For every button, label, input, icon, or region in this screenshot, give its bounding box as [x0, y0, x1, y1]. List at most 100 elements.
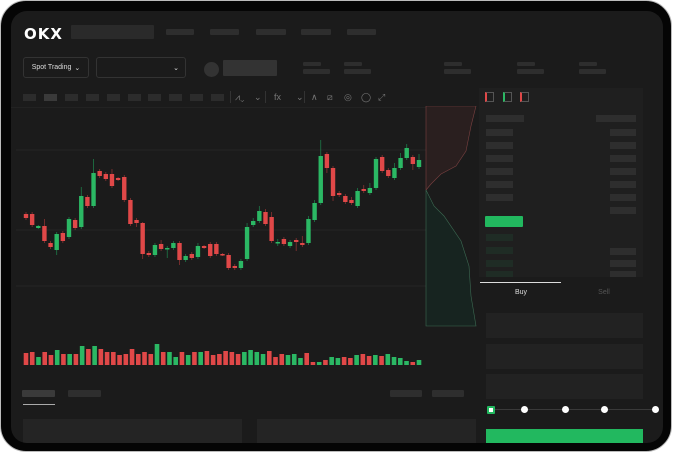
candle-body[interactable]: [189, 254, 194, 258]
candle-body[interactable]: [152, 245, 158, 255]
candle-body[interactable]: [220, 254, 225, 256]
candle-body[interactable]: [263, 212, 268, 224]
candle-body[interactable]: [300, 243, 305, 245]
buy-button[interactable]: [486, 429, 643, 443]
candle-body[interactable]: [251, 221, 256, 225]
candle-body[interactable]: [103, 174, 109, 179]
candle-body[interactable]: [281, 239, 287, 244]
candlestick-chart[interactable]: [11, 106, 479, 376]
candle-body[interactable]: [165, 248, 170, 250]
timeframe-button[interactable]: [169, 94, 182, 101]
candle-body[interactable]: [177, 243, 182, 260]
candle-body[interactable]: [140, 223, 145, 254]
candle-body[interactable]: [36, 226, 41, 228]
slider-step-100[interactable]: [652, 406, 659, 413]
candle-body[interactable]: [404, 148, 409, 158]
candle-body[interactable]: [134, 220, 139, 223]
nav-item[interactable]: [256, 29, 286, 35]
candle-body[interactable]: [269, 217, 274, 241]
bottom-tab-open-orders[interactable]: [22, 390, 55, 397]
leverage-slider-track[interactable]: [491, 409, 659, 410]
camera-icon[interactable]: ◎: [344, 92, 352, 102]
candle-body[interactable]: [336, 193, 342, 195]
candle-body[interactable]: [349, 200, 354, 203]
nav-item[interactable]: [210, 29, 239, 35]
ruler-icon[interactable]: ⧄: [327, 92, 333, 102]
candle-body[interactable]: [128, 200, 133, 224]
candle-body[interactable]: [60, 233, 66, 241]
candle-body[interactable]: [355, 191, 360, 206]
candle-body[interactable]: [287, 242, 293, 246]
candle-body[interactable]: [410, 157, 416, 164]
candle-body[interactable]: [208, 244, 213, 256]
candle-body[interactable]: [72, 220, 78, 228]
candle-body[interactable]: [275, 242, 280, 244]
bottom-tab-history[interactable]: [68, 390, 101, 397]
orderbook-view-bids-icon[interactable]: [503, 92, 512, 102]
orderbook-view-asks-icon[interactable]: [520, 92, 529, 102]
timeframe-button[interactable]: [44, 94, 57, 101]
candle-body[interactable]: [115, 178, 121, 180]
bottom-action[interactable]: [390, 390, 422, 397]
candle-body[interactable]: [392, 168, 397, 178]
candle-body[interactable]: [257, 211, 262, 221]
candle-body[interactable]: [379, 157, 385, 171]
candle-body[interactable]: [48, 243, 53, 247]
leverage-slider-handle[interactable]: [487, 406, 495, 414]
candle-body[interactable]: [232, 266, 237, 268]
candle-body[interactable]: [201, 246, 207, 248]
candle-body[interactable]: [416, 160, 422, 167]
timeframe-button[interactable]: [86, 94, 99, 101]
candle-body[interactable]: [54, 234, 59, 250]
candle-body[interactable]: [312, 203, 317, 220]
candle-body[interactable]: [373, 159, 379, 188]
price-input[interactable]: [486, 313, 643, 338]
nav-item[interactable]: [301, 29, 331, 35]
timeframe-button[interactable]: [65, 94, 78, 101]
timeframe-button[interactable]: [190, 94, 203, 101]
candle-body[interactable]: [66, 219, 72, 237]
timeframe-button[interactable]: [23, 94, 36, 101]
candle-body[interactable]: [29, 214, 35, 225]
candle-body[interactable]: [324, 154, 330, 168]
candle-body[interactable]: [195, 246, 201, 257]
bottom-action[interactable]: [432, 390, 464, 397]
timeframe-button[interactable]: [107, 94, 120, 101]
slider-step-25[interactable]: [521, 406, 528, 413]
candle-body[interactable]: [97, 171, 102, 176]
candle-body[interactable]: [330, 168, 336, 196]
candle-body[interactable]: [109, 174, 115, 186]
candle-body[interactable]: [214, 244, 219, 254]
timeframe-button[interactable]: [128, 94, 141, 101]
slider-step-50[interactable]: [562, 406, 569, 413]
candle-body[interactable]: [293, 240, 299, 242]
candle-body[interactable]: [91, 173, 96, 206]
market-type-dropdown[interactable]: Spot Trading ⌄: [23, 57, 89, 78]
candle-body[interactable]: [343, 196, 348, 202]
timeframe-button[interactable]: [211, 94, 224, 101]
chart-type-icon[interactable]: ⌄: [254, 92, 262, 102]
candle-body[interactable]: [361, 189, 366, 191]
candle-body[interactable]: [238, 261, 244, 268]
settings-icon[interactable]: ◯: [361, 92, 372, 102]
fullscreen-icon[interactable]: ⤢: [378, 92, 386, 102]
candle-body[interactable]: [306, 219, 311, 243]
nav-item[interactable]: [166, 29, 194, 35]
amount-input[interactable]: [486, 344, 643, 369]
pair-selector-dropdown[interactable]: ⌄: [96, 57, 186, 78]
chevron-down-icon[interactable]: ⌄: [296, 92, 304, 102]
orderbook-view-both-icon[interactable]: [485, 92, 494, 102]
candle-body[interactable]: [171, 243, 176, 248]
slider-step-75[interactable]: [601, 406, 608, 413]
candle-body[interactable]: [158, 244, 164, 249]
candle-body[interactable]: [226, 255, 231, 268]
candle-body[interactable]: [367, 188, 373, 193]
indicator-icon[interactable]: ⩘⌄: [235, 92, 245, 102]
search-input[interactable]: [71, 25, 154, 39]
line-tool-icon[interactable]: ∧: [311, 92, 318, 102]
tab-buy[interactable]: Buy: [514, 289, 528, 296]
candle-body[interactable]: [42, 226, 47, 241]
candle-body[interactable]: [146, 253, 152, 255]
fx-icon[interactable]: fx: [274, 92, 282, 102]
candle-body[interactable]: [85, 197, 90, 206]
